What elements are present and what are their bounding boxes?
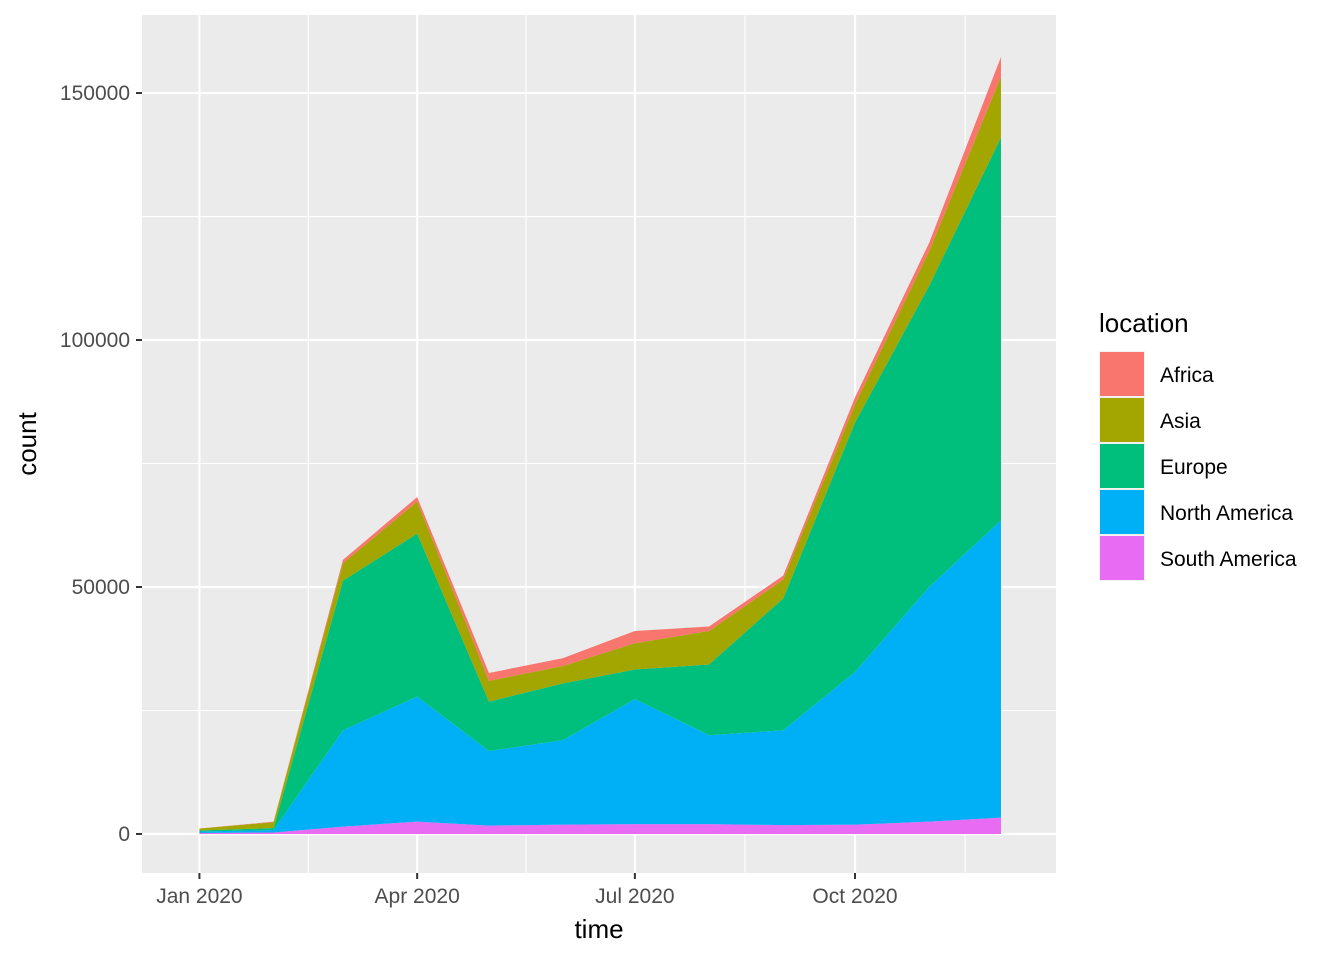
legend: location Africa Asia Europe North America So… (1099, 308, 1297, 581)
legend-swatch-africa (1100, 352, 1144, 396)
y-tick-label: 0 (118, 823, 130, 846)
y-tick-label: 50000 (72, 576, 130, 599)
legend-swatch-south-america (1100, 536, 1144, 580)
area-asia (199, 76, 1001, 831)
data-areas (199, 56, 1001, 834)
y-axis-title: count (12, 411, 42, 475)
x-tick-label: Jul 2020 (595, 885, 674, 908)
area-north-america (199, 520, 1001, 833)
legend-label-europe: Europe (1160, 456, 1228, 479)
legend-label-asia: Asia (1160, 410, 1201, 433)
legend-label-north-america: North America (1160, 502, 1293, 525)
x-axis-title: time (574, 914, 623, 944)
area-south-america (199, 817, 1001, 834)
legend-title: location (1099, 308, 1189, 338)
legend-swatch-europe (1100, 444, 1144, 488)
x-axis: Jan 2020 Apr 2020 Jul 2020 Oct 2020 (156, 873, 898, 908)
x-tick-label: Jan 2020 (156, 885, 242, 908)
x-tick-label: Oct 2020 (812, 885, 897, 908)
x-tick-label: Apr 2020 (375, 885, 460, 908)
legend-swatch-asia (1100, 398, 1144, 442)
legend-swatch-north-america (1100, 490, 1144, 534)
legend-label-south-america: South America (1160, 548, 1297, 571)
y-axis: 0 50000 100000 150000 (60, 82, 142, 846)
y-tick-label: 150000 (60, 82, 130, 105)
legend-label-africa: Africa (1160, 364, 1214, 387)
y-tick-label: 100000 (60, 329, 130, 352)
area-europe (199, 137, 1001, 832)
